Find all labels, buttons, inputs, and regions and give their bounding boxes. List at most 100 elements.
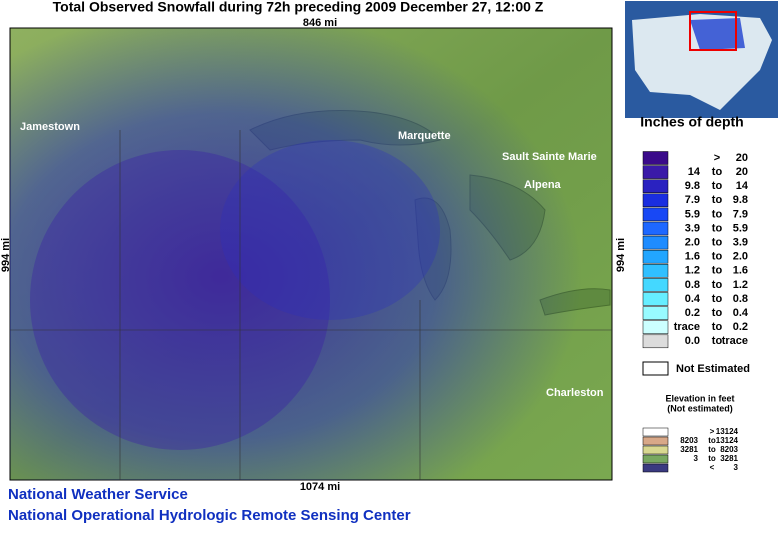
legend-label: 1.6 xyxy=(733,265,748,277)
legend-label: > xyxy=(714,152,720,164)
elevation-title: Elevation in feet xyxy=(665,393,734,403)
legend-label: 0.4 xyxy=(685,293,701,305)
legend-swatch xyxy=(642,306,669,320)
legend-swatch xyxy=(642,249,669,264)
legend-label: 20 xyxy=(736,166,748,178)
legend-label: 0.2 xyxy=(733,321,748,333)
legend-label: 2.0 xyxy=(733,251,748,263)
legend-swatch xyxy=(642,221,669,236)
legend-swatch xyxy=(642,179,669,193)
legend-label: > xyxy=(710,427,715,436)
legend-label: to xyxy=(712,335,723,347)
legend-swatch xyxy=(642,151,669,165)
legend-label: 3281 xyxy=(680,445,698,454)
legend-label: to xyxy=(708,436,716,445)
legend-label: to xyxy=(712,265,723,277)
legend-label: 7.9 xyxy=(685,194,700,206)
city-label: Charleston xyxy=(546,387,604,399)
map: Jamestown Marquette Sault Sainte Marie A… xyxy=(9,27,613,481)
legend-label: to xyxy=(712,237,723,249)
legend-label: to xyxy=(712,307,723,319)
city-label: Sault Sainte Marie xyxy=(502,151,597,163)
legend-label: to xyxy=(712,321,723,333)
legend-swatch xyxy=(642,165,669,179)
legend-label: to xyxy=(712,166,723,178)
legend-label: 0.0 xyxy=(685,335,700,347)
scale-label: 994 mi xyxy=(0,238,12,272)
legend-label: trace xyxy=(722,335,748,347)
legend-label: 14 xyxy=(688,166,701,178)
legend-swatch xyxy=(642,320,669,334)
city-label: Jamestown xyxy=(20,121,80,133)
legend-label: 3.9 xyxy=(733,237,748,249)
legend-swatch xyxy=(642,436,669,446)
legend-label: 0.8 xyxy=(685,279,700,291)
inset-box xyxy=(689,11,737,51)
legend-label: 5.9 xyxy=(685,208,700,220)
legend-label: 3 xyxy=(734,463,739,472)
legend-label: to xyxy=(708,445,716,454)
legend-label: 1.6 xyxy=(685,251,700,263)
legend-label: to xyxy=(708,454,716,463)
footer-text: National Operational Hydrologic Remote S… xyxy=(8,507,411,524)
city-label: Marquette xyxy=(398,130,451,142)
legend-title: Inches of depth xyxy=(640,114,743,130)
legend-label: 0.8 xyxy=(733,293,748,305)
legend-swatch xyxy=(642,278,669,292)
legend-label: to xyxy=(712,293,723,305)
legend-label: to xyxy=(712,208,723,220)
legend-label: 8203 xyxy=(680,436,698,445)
legend-label: 13124 xyxy=(716,427,739,436)
legend-swatch xyxy=(642,292,669,306)
legend-label: 3 xyxy=(694,454,699,463)
legend-label: < xyxy=(710,463,715,472)
elevation-title: (Not estimated) xyxy=(667,403,733,413)
legend-label: 5.9 xyxy=(733,222,748,234)
legend-swatch xyxy=(642,454,669,464)
snow-cover xyxy=(220,140,440,320)
legend-swatch xyxy=(642,463,669,473)
legend-swatch xyxy=(642,264,669,278)
scale-label: 846 mi xyxy=(303,17,337,29)
title: Total Observed Snowfall during 72h prece… xyxy=(53,0,544,15)
legend: >20 14 to 20 9.8 to 14 7.9 to 9.8 5.9 to 7.9 3.9 to 5.9… xyxy=(642,151,749,349)
legend-label: 3281 xyxy=(720,454,738,463)
legend-label: 20 xyxy=(736,152,748,164)
legend-label: 9.8 xyxy=(685,180,700,192)
legend-swatch xyxy=(642,445,669,455)
legend-swatch xyxy=(642,361,669,376)
boundary xyxy=(10,130,612,480)
legend-label: to xyxy=(712,194,723,206)
legend-label: 3.9 xyxy=(685,222,700,234)
inset-snow xyxy=(690,18,745,50)
scale-label: 1074 mi xyxy=(300,481,340,493)
legend-label: to xyxy=(712,279,723,291)
legend-label: 0.2 xyxy=(685,307,700,319)
legend-label: 13124 xyxy=(716,436,739,445)
snow-cover xyxy=(30,150,330,450)
legend-swatch xyxy=(642,207,669,222)
legend-label: 9.8 xyxy=(733,194,748,206)
legend-label: 14 xyxy=(736,180,749,192)
legend-label: 1.2 xyxy=(685,265,700,277)
legend-swatch xyxy=(642,235,669,250)
legend-swatch xyxy=(642,427,669,437)
legend-swatch xyxy=(642,193,669,208)
city-label: Alpena xyxy=(524,179,562,191)
legend-label: to xyxy=(712,251,723,263)
legend-label: to xyxy=(712,222,723,234)
legend-label: Not Estimated xyxy=(676,363,750,375)
inset-map xyxy=(625,1,778,118)
legend-label: 2.0 xyxy=(685,237,700,249)
footer-text: National Weather Service xyxy=(8,486,188,503)
legend-label: trace xyxy=(674,321,700,333)
snow-cover xyxy=(10,28,612,480)
legend-label: 7.9 xyxy=(733,208,748,220)
legend-swatch xyxy=(642,334,669,349)
legend-label: to xyxy=(712,180,723,192)
legend-label: 8203 xyxy=(720,445,738,454)
scale-label: 994 mi xyxy=(615,238,627,272)
legend-label: 1.2 xyxy=(733,279,748,291)
